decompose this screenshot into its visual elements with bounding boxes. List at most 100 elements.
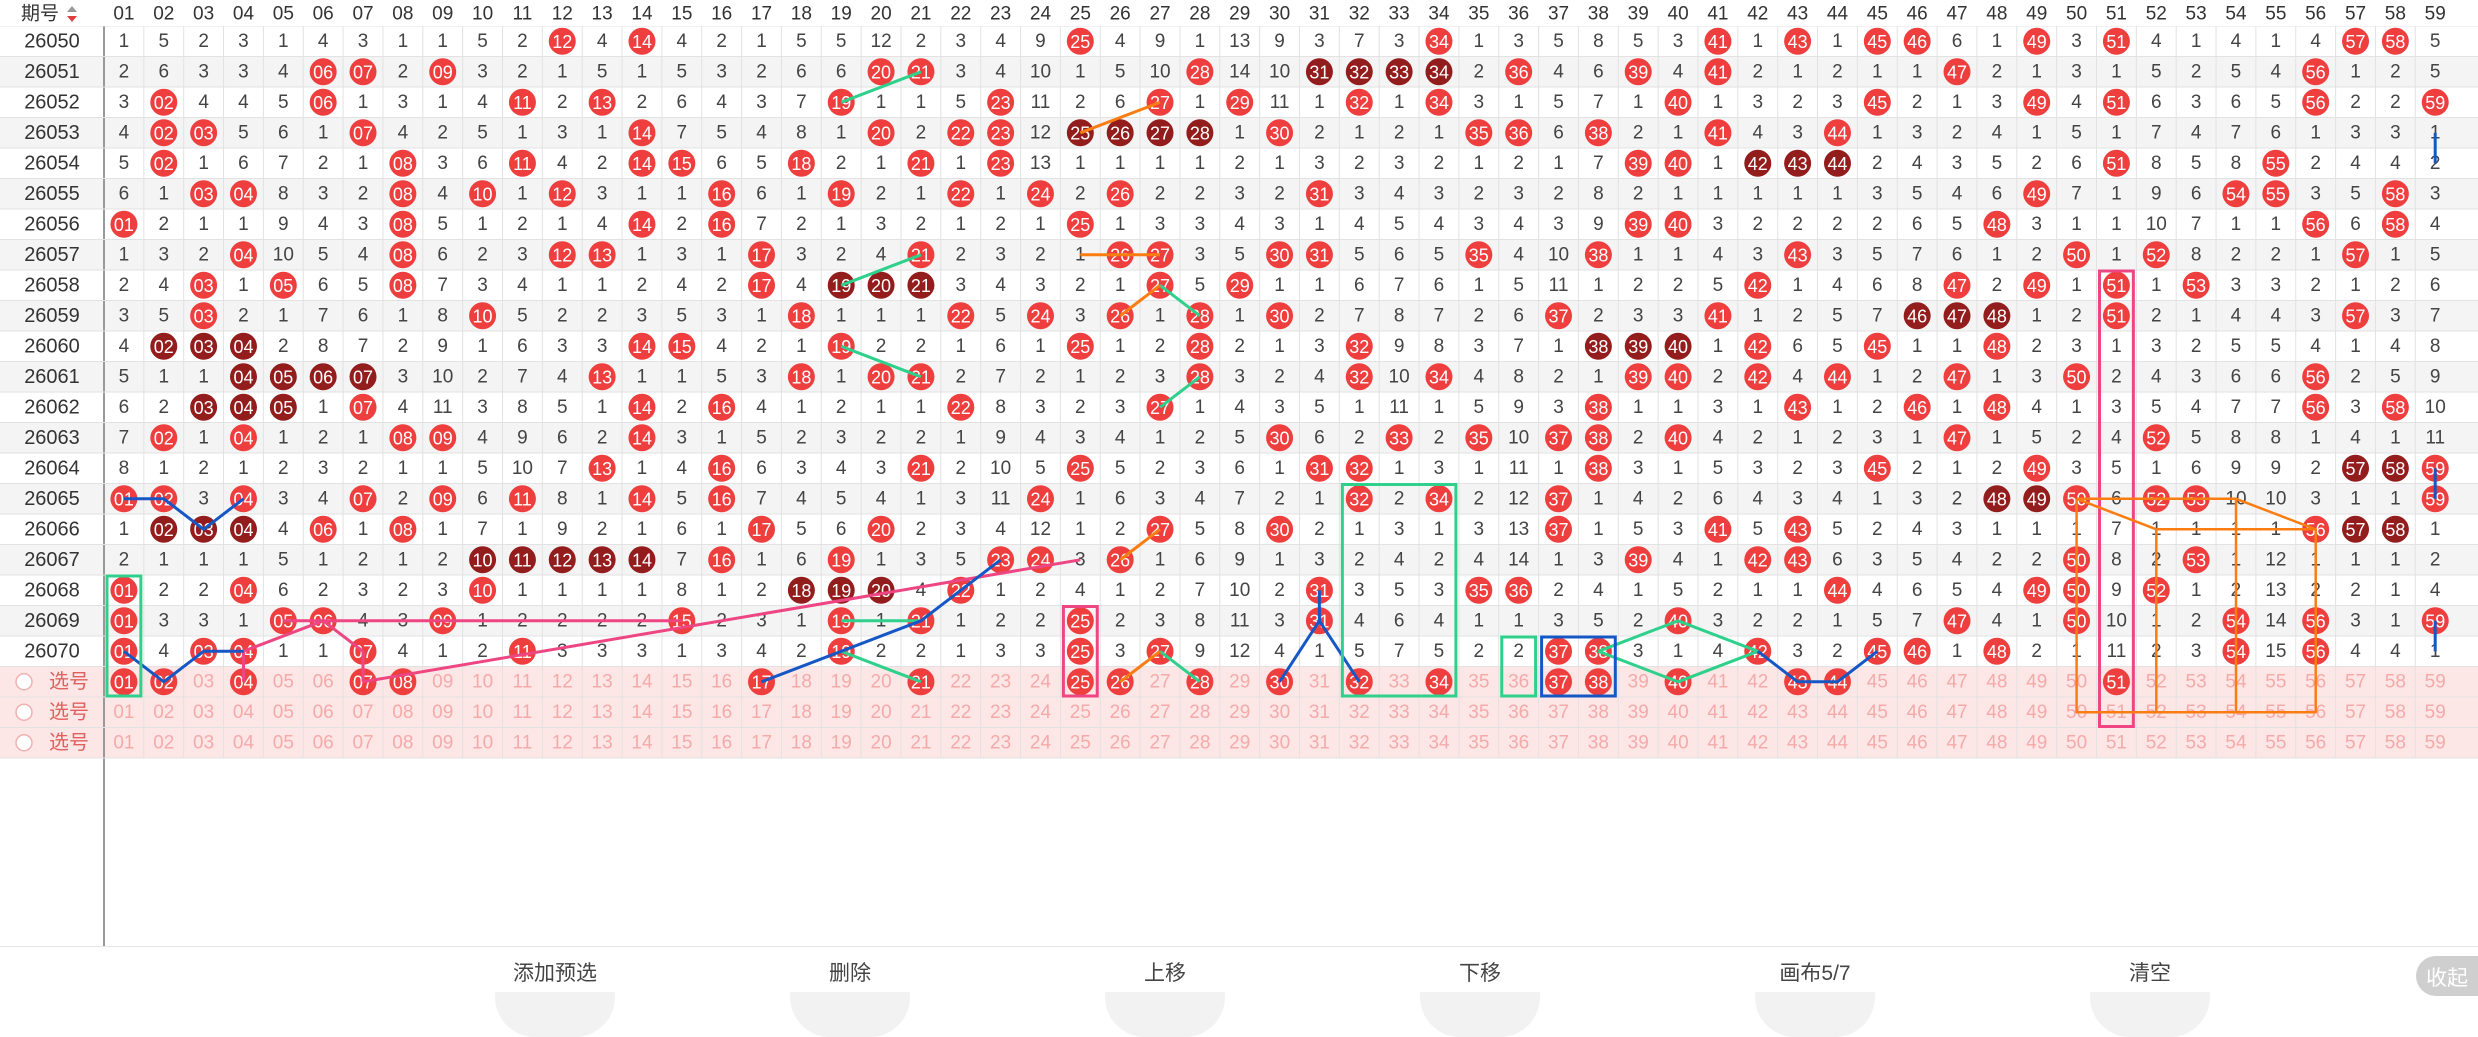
selectable-number[interactable]: 35: [1468, 702, 1489, 723]
selectable-number[interactable]: 07: [352, 732, 373, 753]
selectable-number[interactable]: 45: [1867, 732, 1888, 753]
move-down-button[interactable]: 下移: [1420, 947, 1540, 1037]
selectable-number[interactable]: 36: [1508, 732, 1529, 753]
selectable-number[interactable]: 34: [1428, 702, 1450, 723]
selectable-number[interactable]: 14: [631, 732, 653, 753]
selectable-number[interactable]: 11: [513, 732, 533, 753]
clear-button[interactable]: 清空: [2090, 947, 2210, 1037]
selectable-number[interactable]: 34: [1428, 732, 1450, 753]
selectable-number[interactable]: 27: [1149, 732, 1170, 753]
selectable-number[interactable]: 58: [2385, 702, 2406, 723]
selectable-number[interactable]: 03: [193, 702, 214, 723]
selectable-number[interactable]: 01: [113, 732, 134, 753]
selectable-number[interactable]: 44: [1827, 702, 1849, 723]
selectable-number[interactable]: 58: [2385, 671, 2406, 692]
selectable-number[interactable]: 09: [432, 702, 453, 723]
selectable-number[interactable]: 13: [592, 732, 613, 753]
selectable-number[interactable]: 20: [871, 732, 892, 753]
selectable-number[interactable]: 15: [671, 702, 692, 723]
selectable-number[interactable]: 31: [1309, 671, 1330, 692]
selectable-number[interactable]: 43: [1787, 702, 1808, 723]
selectable-number[interactable]: 17: [751, 702, 772, 723]
selectable-number[interactable]: 30: [1269, 702, 1290, 723]
selectable-number[interactable]: 45: [1867, 702, 1888, 723]
selectable-number[interactable]: 37: [1548, 702, 1569, 723]
selectable-number[interactable]: 02: [153, 732, 174, 753]
selectable-number[interactable]: 16: [711, 702, 732, 723]
selectable-number[interactable]: 46: [1907, 732, 1928, 753]
selectable-number[interactable]: 01: [113, 702, 134, 723]
selectable-number[interactable]: 23: [990, 732, 1011, 753]
selectable-number[interactable]: 05: [273, 732, 294, 753]
selectable-number[interactable]: 41: [1707, 732, 1728, 753]
selectable-number[interactable]: 49: [2026, 671, 2047, 692]
selectable-number[interactable]: 57: [2345, 702, 2366, 723]
selectable-number[interactable]: 41: [1707, 671, 1728, 692]
selectable-number[interactable]: 16: [711, 671, 732, 692]
selected-number-ball[interactable]: [1545, 668, 1573, 696]
selected-number-ball[interactable]: [907, 668, 935, 696]
selectable-number[interactable]: 48: [1986, 702, 2007, 723]
move-up-button[interactable]: 上移: [1105, 947, 1225, 1037]
selectable-number[interactable]: 52: [2146, 732, 2167, 753]
selectable-number[interactable]: 26: [1110, 702, 1131, 723]
collapse-button[interactable]: 收起: [2416, 956, 2478, 996]
selectable-number[interactable]: 47: [1946, 702, 1967, 723]
selectable-number[interactable]: 31: [1309, 702, 1330, 723]
selectable-number[interactable]: 39: [1628, 702, 1649, 723]
selectable-number[interactable]: 41: [1707, 702, 1728, 723]
selectable-number[interactable]: 53: [2186, 732, 2207, 753]
selectable-number[interactable]: 08: [392, 702, 413, 723]
selectable-number[interactable]: 06: [313, 671, 334, 692]
selected-number-ball[interactable]: [2102, 668, 2130, 696]
selectable-number[interactable]: 55: [2265, 732, 2286, 753]
selectable-number[interactable]: 10: [472, 732, 493, 753]
selectable-number[interactable]: 35: [1468, 732, 1489, 753]
selectable-number[interactable]: 36: [1508, 671, 1529, 692]
selectable-number[interactable]: 24: [1030, 671, 1052, 692]
selectable-number[interactable]: 04: [233, 732, 255, 753]
selectable-number[interactable]: 18: [791, 732, 812, 753]
selectable-number[interactable]: 25: [1070, 732, 1091, 753]
selectable-number[interactable]: 43: [1787, 732, 1808, 753]
selectable-number[interactable]: 15: [671, 671, 692, 692]
pick-row-radio[interactable]: [15, 703, 33, 721]
selectable-number[interactable]: 22: [950, 732, 971, 753]
selectable-number[interactable]: 12: [552, 732, 573, 753]
selectable-number[interactable]: 24: [1030, 702, 1052, 723]
add-preselect-button[interactable]: 添加预选: [470, 947, 640, 1037]
selectable-number[interactable]: 44: [1827, 732, 1849, 753]
selectable-number[interactable]: 33: [1389, 671, 1410, 692]
selectable-number[interactable]: 33: [1389, 732, 1410, 753]
selectable-number[interactable]: 48: [1986, 671, 2007, 692]
selectable-number[interactable]: 46: [1907, 702, 1928, 723]
selectable-number[interactable]: 05: [273, 671, 294, 692]
selectable-number[interactable]: 58: [2385, 732, 2406, 753]
selectable-number[interactable]: 49: [2026, 702, 2047, 723]
selectable-number[interactable]: 47: [1946, 732, 1967, 753]
selectable-number[interactable]: 36: [1508, 702, 1529, 723]
selected-number-ball[interactable]: [1425, 668, 1453, 696]
selectable-number[interactable]: 12: [552, 671, 573, 692]
selectable-number[interactable]: 03: [193, 671, 214, 692]
selectable-number[interactable]: 17: [751, 732, 772, 753]
selectable-number[interactable]: 04: [233, 702, 255, 723]
selectable-number[interactable]: 40: [1668, 732, 1689, 753]
selectable-number[interactable]: 49: [2026, 732, 2047, 753]
selectable-number[interactable]: 23: [990, 671, 1011, 692]
selectable-number[interactable]: 24: [1030, 732, 1052, 753]
selectable-number[interactable]: 28: [1189, 732, 1210, 753]
selectable-number[interactable]: 55: [2265, 671, 2286, 692]
selectable-number[interactable]: 21: [910, 732, 931, 753]
selectable-number[interactable]: 39: [1628, 671, 1649, 692]
selectable-number[interactable]: 06: [313, 732, 334, 753]
selectable-number[interactable]: 20: [871, 671, 892, 692]
selectable-number[interactable]: 14: [631, 702, 653, 723]
selectable-number[interactable]: 42: [1747, 702, 1768, 723]
selectable-number[interactable]: 11: [513, 702, 533, 723]
selectable-number[interactable]: 08: [392, 732, 413, 753]
selectable-number[interactable]: 19: [831, 702, 852, 723]
selectable-number[interactable]: 20: [871, 702, 892, 723]
selectable-number[interactable]: 06: [313, 702, 334, 723]
selectable-number[interactable]: 10: [472, 702, 493, 723]
